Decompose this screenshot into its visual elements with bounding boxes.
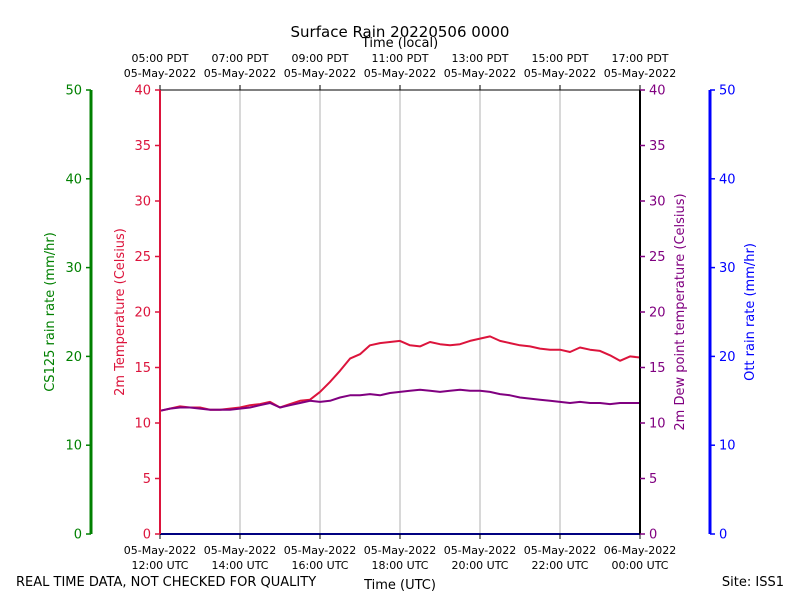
- dewpoint-series-line: [159, 388, 640, 412]
- cs125-y-tick-label: 40: [65, 172, 82, 187]
- temperature-y-tick-label: 5: [143, 472, 151, 487]
- quality-disclaimer: REAL TIME DATA, NOT CHECKED FOR QUALITY: [16, 575, 317, 590]
- site-label: Site: ISS1: [721, 575, 784, 590]
- temperature-y-tick-label: 30: [134, 195, 151, 210]
- x-tick-local-date: 05-May-2022: [444, 67, 516, 80]
- cs125-y-tick-label: 30: [65, 261, 82, 276]
- bottom-axis-label: Time (UTC): [363, 578, 436, 593]
- grid-layer: [239, 90, 561, 534]
- temperature-y-tick-label: 0: [143, 528, 151, 543]
- temperature-y-tick-label: 40: [134, 84, 151, 99]
- dewpoint-y-tick-label: 15: [649, 361, 666, 376]
- x-tick-utc-time: 20:00 UTC: [451, 559, 508, 572]
- ott-y-tick-label: 0: [719, 528, 727, 543]
- cs125-axis-label: CS125 rain rate (mm/hr): [43, 232, 58, 392]
- temperature-series-line: [159, 335, 641, 412]
- dewpoint-y-tick-label: 30: [649, 195, 666, 210]
- x-tick-local-date: 05-May-2022: [204, 67, 276, 80]
- x-tick-local-time: 15:00 PDT: [531, 52, 588, 65]
- x-tick-utc-date: 05-May-2022: [364, 544, 436, 557]
- temperature-y-tick-label: 35: [134, 139, 151, 154]
- x-tick-utc-date: 05-May-2022: [124, 544, 196, 557]
- x-tick-local-date: 05-May-2022: [364, 67, 436, 80]
- dewpoint-y-tick-label: 35: [649, 139, 666, 154]
- x-tick-utc-time: 00:00 UTC: [611, 559, 668, 572]
- ott-y-tick-label: 20: [719, 350, 736, 365]
- ott-y-tick-label: 50: [719, 84, 736, 99]
- chart-title: Surface Rain 20220506 0000: [291, 23, 510, 41]
- x-tick-local-time: 09:00 PDT: [291, 52, 348, 65]
- ott-y-tick-label: 10: [719, 439, 736, 454]
- cs125-y-tick-label: 0: [74, 528, 82, 543]
- x-tick-local-time: 13:00 PDT: [451, 52, 508, 65]
- x-tick-utc-time: 12:00 UTC: [131, 559, 188, 572]
- x-tick-local-date: 05-May-2022: [524, 67, 596, 80]
- x-tick-utc-time: 18:00 UTC: [371, 559, 428, 572]
- x-tick-utc-time: 14:00 UTC: [211, 559, 268, 572]
- x-tick-local-time: 11:00 PDT: [371, 52, 428, 65]
- x-tick-utc-date: 05-May-2022: [204, 544, 276, 557]
- x-tick-utc-date: 05-May-2022: [524, 544, 596, 557]
- x-tick-local-date: 05-May-2022: [124, 67, 196, 80]
- axes-layer: 05-May-2022 12:00 UTC 05-May-2022 14:00 UTC…: [65, 52, 735, 572]
- dewpoint-y-tick-label: 40: [649, 84, 666, 99]
- dewpoint-y-tick-label: 25: [649, 250, 666, 265]
- x-tick-utc-time: 22:00 UTC: [531, 559, 588, 572]
- ott-y-tick-label: 30: [719, 261, 736, 276]
- cs125-y-tick-label: 50: [65, 84, 82, 99]
- x-tick-utc-time: 16:00 UTC: [291, 559, 348, 572]
- dewpoint-y-tick-label: 0: [649, 528, 657, 543]
- temperature-y-tick-label: 20: [134, 306, 151, 321]
- ott-axis-label: Ott rain rate (mm/hr): [743, 243, 758, 381]
- x-tick-local-date: 05-May-2022: [604, 67, 676, 80]
- x-tick-utc-date: 05-May-2022: [284, 544, 356, 557]
- temperature-y-tick-label: 25: [134, 250, 151, 265]
- dewpoint-y-tick-label: 20: [649, 306, 666, 321]
- cs125-y-tick-label: 20: [65, 350, 82, 365]
- dewpoint-axis-label: 2m Dew point temperature (Celsius): [673, 193, 688, 430]
- temperature-y-tick-label: 10: [134, 417, 151, 432]
- temperature-y-tick-label: 15: [134, 361, 151, 376]
- ott-y-tick-label: 40: [719, 172, 736, 187]
- temperature-axis-label: 2m Temperature (Celsius): [113, 228, 128, 396]
- x-tick-utc-date: 05-May-2022: [444, 544, 516, 557]
- x-tick-local-time: 07:00 PDT: [211, 52, 268, 65]
- cs125-y-tick-label: 10: [65, 439, 82, 454]
- x-tick-utc-date: 06-May-2022: [604, 544, 676, 557]
- x-tick-local-time: 05:00 PDT: [131, 52, 188, 65]
- top-axis-label: Time (local): [361, 36, 438, 51]
- x-tick-local-time: 17:00 PDT: [611, 52, 668, 65]
- x-tick-local-date: 05-May-2022: [284, 67, 356, 80]
- dewpoint-y-tick-label: 5: [649, 472, 657, 487]
- dewpoint-y-tick-label: 10: [649, 417, 666, 432]
